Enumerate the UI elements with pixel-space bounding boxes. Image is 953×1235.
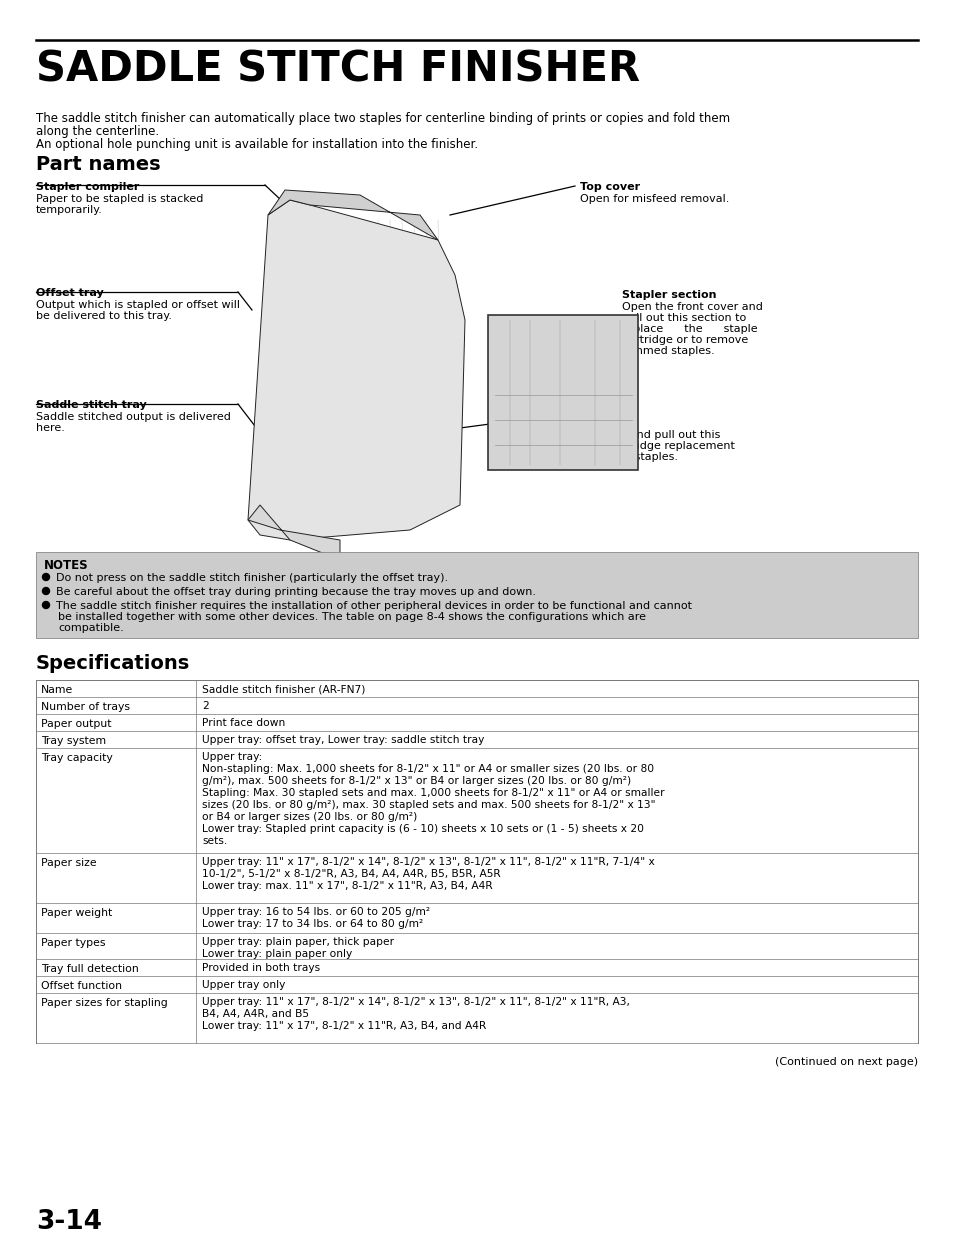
Circle shape: [43, 601, 50, 609]
Text: Output which is stapled or offset will: Output which is stapled or offset will: [36, 300, 240, 310]
Text: Paper sizes for stapling: Paper sizes for stapling: [41, 998, 168, 1008]
Text: Open the front cover and pull out this: Open the front cover and pull out this: [510, 430, 720, 440]
Text: Tray system: Tray system: [41, 736, 106, 746]
Text: Stapler compiler: Stapler compiler: [36, 182, 139, 191]
Text: Upper tray: offset tray, Lower tray: saddle stitch tray: Upper tray: offset tray, Lower tray: sad…: [202, 735, 484, 745]
Text: Upper tray: plain paper, thick paper
Lower tray: plain paper only: Upper tray: plain paper, thick paper Low…: [202, 937, 394, 960]
Text: Upper tray: 11" x 17", 8-1/2" x 14", 8-1/2" x 13", 8-1/2" x 11", 8-1/2" x 11"R, : Upper tray: 11" x 17", 8-1/2" x 14", 8-1…: [202, 997, 629, 1031]
Text: NOTES: NOTES: [44, 559, 89, 572]
Text: The saddle stitch finisher requires the installation of other peripheral devices: The saddle stitch finisher requires the …: [56, 601, 691, 611]
Text: Do not press on the saddle stitch finisher (particularly the offset tray).: Do not press on the saddle stitch finish…: [56, 573, 448, 583]
Text: Front cover: Front cover: [510, 417, 580, 429]
Text: (Continued on next page): (Continued on next page): [774, 1057, 917, 1067]
Text: Top cover: Top cover: [579, 182, 639, 191]
Text: here.: here.: [36, 424, 65, 433]
Text: Upper tray:
Non-stapling: Max. 1,000 sheets for 8-1/2" x 11" or A4 or smaller si: Upper tray: Non-stapling: Max. 1,000 she…: [202, 752, 664, 846]
Bar: [36, 552, 917, 638]
Text: Specifications: Specifications: [36, 655, 190, 673]
Text: be delivered to this tray.: be delivered to this tray.: [36, 311, 172, 321]
Text: jammed staples.: jammed staples.: [621, 346, 714, 356]
Text: Paper output: Paper output: [41, 719, 112, 729]
Text: Open for misfeed removal.: Open for misfeed removal.: [579, 194, 729, 204]
Text: Tray full detection: Tray full detection: [41, 965, 138, 974]
Text: Paper to be stapled is stacked: Paper to be stapled is stacked: [36, 194, 203, 204]
Text: Be careful about the offset tray during printing because the tray moves up and d: Be careful about the offset tray during …: [56, 587, 536, 597]
Text: be installed together with some other devices. The table on page 8-4 shows the c: be installed together with some other de…: [58, 613, 645, 622]
Polygon shape: [268, 190, 437, 240]
Text: cartridge or to remove: cartridge or to remove: [621, 335, 747, 345]
Text: Number of trays: Number of trays: [41, 701, 130, 713]
Text: SADDLE STITCH FINISHER: SADDLE STITCH FINISHER: [36, 48, 639, 90]
Text: Open the front cover and: Open the front cover and: [621, 303, 762, 312]
Text: Name: Name: [41, 685, 73, 695]
Text: section for staple cartridge replacement: section for staple cartridge replacement: [510, 441, 734, 451]
Text: Upper tray only: Upper tray only: [202, 981, 285, 990]
Polygon shape: [248, 200, 464, 540]
Text: Tray capacity: Tray capacity: [41, 753, 112, 763]
Text: Saddle stitch tray: Saddle stitch tray: [36, 400, 147, 410]
Bar: [488, 315, 638, 471]
Text: Upper tray: 16 to 54 lbs. or 60 to 205 g/m²
Lower tray: 17 to 34 lbs. or 64 to 8: Upper tray: 16 to 54 lbs. or 60 to 205 g…: [202, 906, 430, 929]
Text: pull out this section to: pull out this section to: [621, 312, 745, 324]
Text: temporarily.: temporarily.: [36, 205, 103, 215]
Text: 3-14: 3-14: [36, 1209, 102, 1235]
Text: or to remove jammed staples.: or to remove jammed staples.: [510, 452, 678, 462]
Text: 2: 2: [202, 701, 209, 711]
Text: Offset function: Offset function: [41, 981, 122, 990]
Circle shape: [43, 588, 50, 594]
Text: Paper types: Paper types: [41, 939, 106, 948]
Text: Offset tray: Offset tray: [36, 288, 104, 298]
Circle shape: [43, 573, 50, 580]
Text: Part names: Part names: [36, 156, 160, 174]
Text: along the centerline.: along the centerline.: [36, 125, 159, 138]
Text: The saddle stitch finisher can automatically place two staples for centerline bi: The saddle stitch finisher can automatic…: [36, 112, 729, 125]
Text: Stapler section: Stapler section: [621, 290, 716, 300]
Text: Saddle stitch finisher (AR-FN7): Saddle stitch finisher (AR-FN7): [202, 684, 365, 694]
Text: Saddle stitched output is delivered: Saddle stitched output is delivered: [36, 412, 231, 422]
Text: Print face down: Print face down: [202, 718, 285, 727]
Text: Paper weight: Paper weight: [41, 908, 112, 918]
Text: compatible.: compatible.: [58, 622, 124, 634]
Text: Provided in both trays: Provided in both trays: [202, 963, 320, 973]
Text: Upper tray: 11" x 17", 8-1/2" x 14", 8-1/2" x 13", 8-1/2" x 11", 8-1/2" x 11"R, : Upper tray: 11" x 17", 8-1/2" x 14", 8-1…: [202, 857, 654, 890]
Text: An optional hole punching unit is available for installation into the finisher.: An optional hole punching unit is availa…: [36, 138, 477, 151]
Polygon shape: [248, 505, 339, 559]
Text: replace      the      staple: replace the staple: [621, 324, 757, 333]
Text: Paper size: Paper size: [41, 858, 96, 868]
